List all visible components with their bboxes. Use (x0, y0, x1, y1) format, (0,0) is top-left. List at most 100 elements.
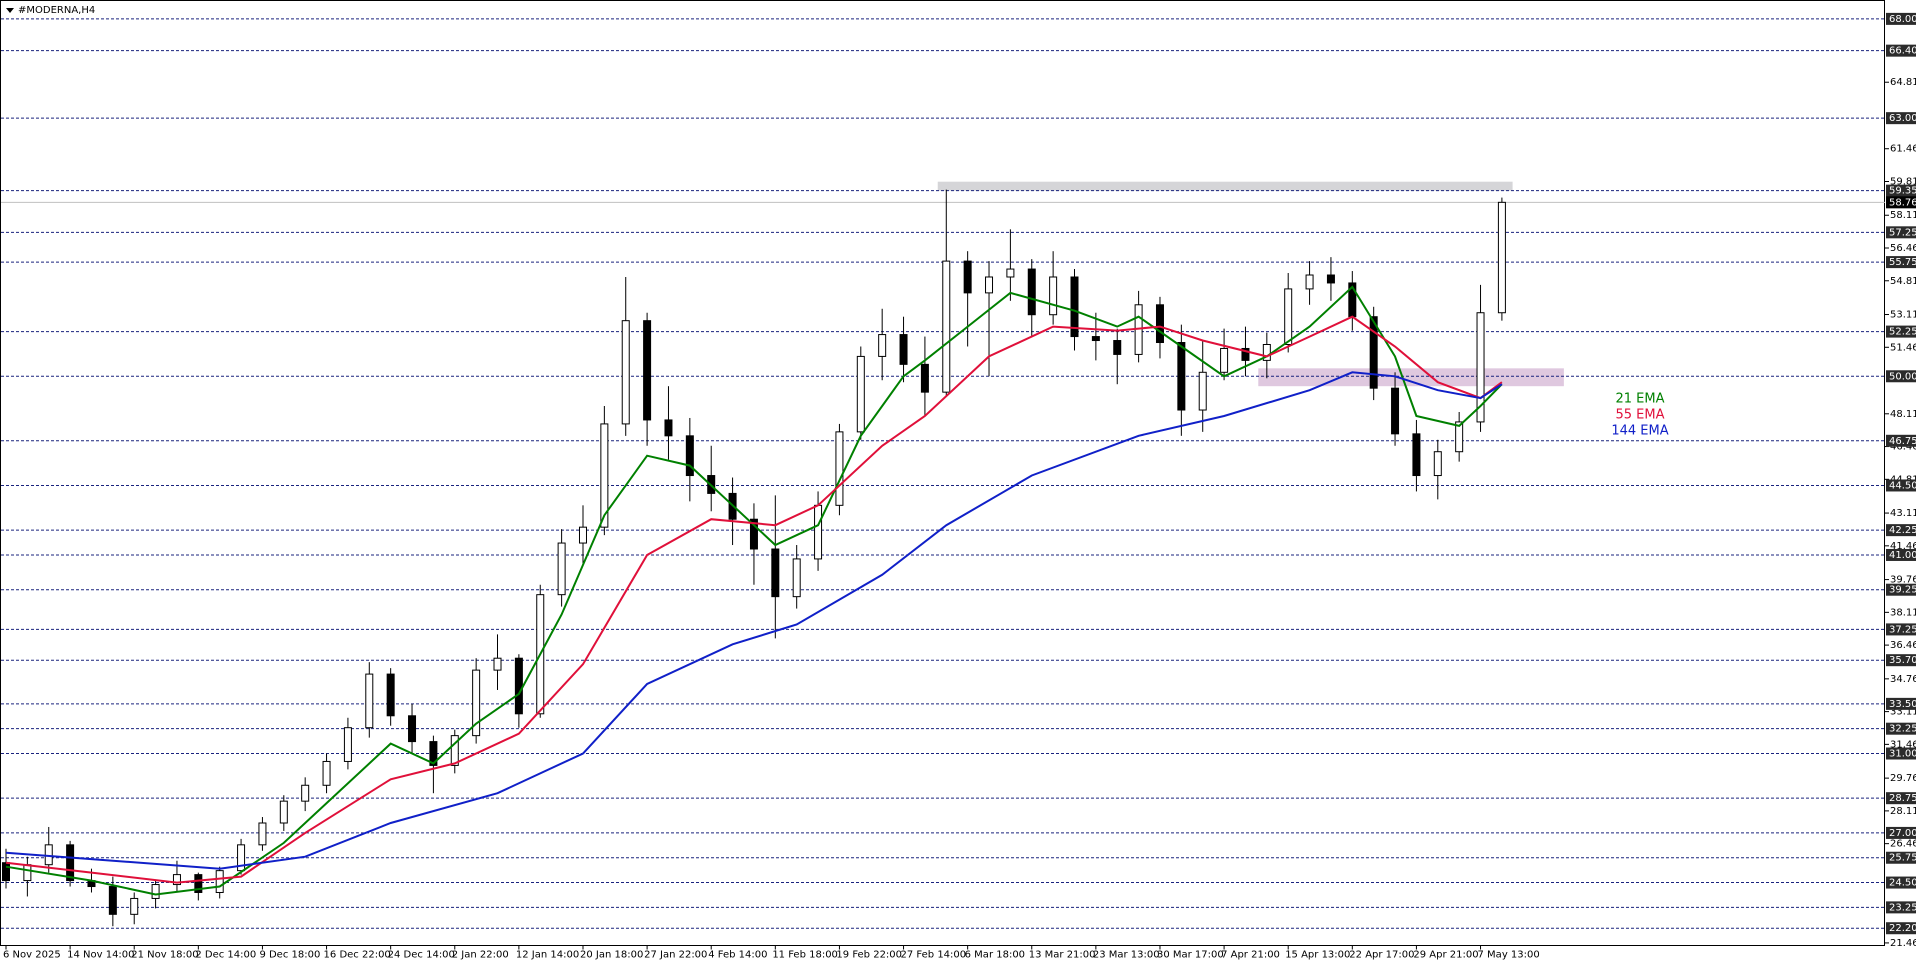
menu-arrow[interactable] (6, 8, 14, 13)
candle-body (279, 800, 288, 824)
candle-body (301, 784, 310, 802)
level-label-box (1886, 623, 1916, 636)
level-label: 55.75 (1889, 257, 1916, 268)
candle-body (578, 526, 587, 544)
candle-body (792, 558, 801, 598)
level-label: 44.50 (1889, 480, 1916, 491)
candle-body (985, 276, 994, 294)
candle-body (685, 435, 694, 477)
y-tick-label: 53.11 (1890, 310, 1916, 321)
y-tick-label: 56.46 (1890, 243, 1916, 254)
level-label-box (1886, 479, 1916, 492)
candle-body (1091, 336, 1100, 342)
candle-body (493, 657, 502, 671)
level-label: 39.25 (1889, 585, 1916, 596)
level-label: 24.50 (1889, 878, 1916, 889)
candle-body (343, 727, 352, 762)
y-tick-label: 43.11 (1890, 508, 1916, 519)
x-tick-label: 23 Mar 13:00 (1093, 950, 1160, 961)
level-label-box (1886, 44, 1916, 57)
level-label: 52.25 (1889, 327, 1916, 338)
level-label: 27.00 (1889, 828, 1916, 839)
y-tick-label: 64.81 (1890, 77, 1916, 88)
candle-body (1284, 288, 1293, 345)
candle-body (172, 874, 181, 886)
level-label-box (1886, 370, 1916, 383)
candle-body (1198, 371, 1207, 411)
level-label-box (1886, 12, 1916, 25)
level-label: 46.75 (1889, 436, 1916, 447)
level-label-box (1886, 654, 1916, 667)
level-label: 32.25 (1889, 724, 1916, 735)
x-tick-label: 30 Mar 17:00 (1157, 950, 1224, 961)
candle-body (215, 870, 224, 893)
candle-body (920, 363, 929, 393)
candle-body (771, 548, 780, 598)
candle-body (237, 844, 246, 872)
x-tick-label: 2 Dec 14:00 (195, 950, 256, 961)
candle-body (258, 822, 267, 846)
y-tick-label: 58.11 (1890, 210, 1916, 221)
y-tick-label: 33.11 (1890, 707, 1916, 718)
x-tick-label: 13 Mar 21:00 (1029, 950, 1096, 961)
level-label: 22.20 (1889, 923, 1916, 934)
x-tick-label: 16 Dec 22:00 (324, 950, 391, 961)
last-price-label: 58.76 (1889, 197, 1916, 208)
candle-body (66, 844, 75, 882)
x-tick-label: 12 Jan 14:00 (516, 950, 579, 961)
candle-body (963, 260, 972, 294)
candle-body (814, 504, 823, 560)
y-tick-label: 51.46 (1890, 342, 1916, 353)
x-tick-label: 21 Nov 18:00 (131, 950, 198, 961)
x-tick-label: 11 Feb 18:00 (772, 950, 838, 961)
legend-entry: 55 EMA (1616, 408, 1665, 423)
x-tick-label: 6 Nov 2025 (3, 950, 61, 961)
last-price-box (1886, 196, 1916, 209)
level-label: 23.25 (1889, 902, 1916, 913)
level-label: 59.35 (1889, 186, 1916, 197)
candle-body (1155, 304, 1164, 344)
level-label-box (1886, 583, 1916, 596)
candle-body (557, 542, 566, 596)
legend-entry: 144 EMA (1611, 424, 1668, 439)
zone (937, 181, 1513, 191)
x-tick-label: 9 Dec 18:00 (259, 950, 320, 961)
y-tick-label: 36.46 (1890, 640, 1916, 651)
candle-body (1070, 276, 1079, 338)
candle-body (1049, 276, 1058, 316)
x-tick-label: 14 Nov 14:00 (67, 950, 134, 961)
y-tick-label: 41.46 (1890, 541, 1916, 552)
candle-body (749, 518, 758, 550)
level-label: 50.00 (1889, 371, 1916, 382)
candle-body (23, 864, 32, 882)
candle-body (1241, 347, 1250, 361)
candle-body (322, 760, 331, 786)
level-label: 42.25 (1889, 525, 1916, 536)
level-label-box (1886, 876, 1916, 889)
candle-body (942, 260, 951, 393)
candle-body (1391, 387, 1400, 435)
candle-body (1497, 201, 1506, 314)
level-label: 25.75 (1889, 853, 1916, 864)
legend-entry: 21 EMA (1616, 392, 1665, 407)
candle-body (899, 334, 908, 365)
x-tick-label: 27 Feb 14:00 (901, 950, 967, 961)
candle-body (835, 431, 844, 506)
level-label-box (1886, 722, 1916, 735)
candle-body (365, 673, 374, 729)
ema-line (5, 315, 1503, 884)
level-label-box (1886, 434, 1916, 447)
level-label-box (1886, 851, 1916, 864)
y-tick-label: 31.46 (1890, 739, 1916, 750)
level-label-box (1886, 747, 1916, 760)
candle-body (386, 673, 395, 717)
candle-body (514, 657, 523, 715)
level-label-box (1886, 325, 1916, 338)
x-tick-label: 7 Apr 21:00 (1221, 950, 1280, 961)
candle-body (1262, 343, 1271, 361)
level-label-box (1886, 826, 1916, 839)
candle-body (151, 884, 160, 899)
level-label-box (1886, 226, 1916, 239)
level-label: 41.00 (1889, 550, 1916, 561)
